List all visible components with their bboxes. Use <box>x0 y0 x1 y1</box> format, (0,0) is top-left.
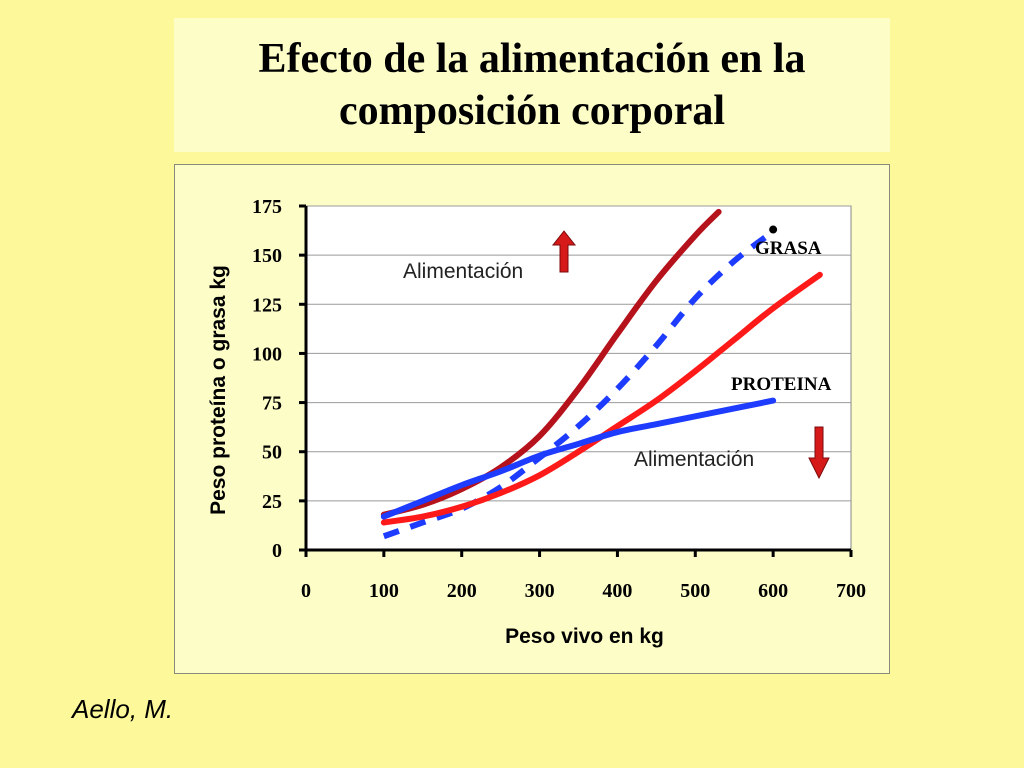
credit-text: Aello, M. <box>72 694 174 724</box>
grasa-end-marker <box>769 225 778 234</box>
y-tick-label: 50 <box>262 442 282 464</box>
chart: 0 25 50 75 100 125 150 175 0 100 200 300 400 500 600 70… <box>207 196 866 648</box>
x-tick-label: 700 <box>836 580 866 602</box>
chart-panel: 0 25 50 75 100 125 150 175 0 100 200 300 400 500 600 70… <box>174 164 890 674</box>
y-tick-label: 150 <box>252 245 282 267</box>
x-tick-label: 100 <box>369 580 399 602</box>
x-tick-label: 300 <box>525 580 555 602</box>
arrow-up-icon <box>551 230 577 273</box>
y-tick-label: 25 <box>262 491 282 513</box>
series-proteina <box>380 397 777 520</box>
x-tick-label: 600 <box>758 580 788 602</box>
x-tick-label: 500 <box>680 580 710 602</box>
series-high-feed-fat <box>380 208 722 518</box>
x-tick-label: 0 <box>301 580 311 602</box>
title-box: Efecto de la alimentación en la composic… <box>174 18 890 152</box>
y-tick-label: 175 <box>252 196 282 218</box>
annotation-feed-up-label: Alimentación <box>403 260 523 283</box>
proteina-label: PROTEINA <box>731 374 832 395</box>
arrow-down-icon <box>808 426 830 480</box>
series-grasa <box>382 229 775 540</box>
y-tick-label: 125 <box>252 294 282 316</box>
x-tick-label: 200 <box>447 580 477 602</box>
annotation-feed-down-label: Alimentación <box>634 448 754 471</box>
x-tick-label: 400 <box>602 580 632 602</box>
y-tick-label: 0 <box>272 540 282 562</box>
y-axis-label: Peso proteína o grasa kg <box>207 265 230 515</box>
slide-title: Efecto de la alimentación en la composic… <box>258 36 806 134</box>
plot-area <box>305 205 852 551</box>
y-tick-label: 100 <box>252 343 282 365</box>
x-axis-label: Peso vivo en kg <box>505 625 664 648</box>
grasa-label: GRASA <box>755 238 822 259</box>
y-tick-label: 75 <box>262 393 282 415</box>
